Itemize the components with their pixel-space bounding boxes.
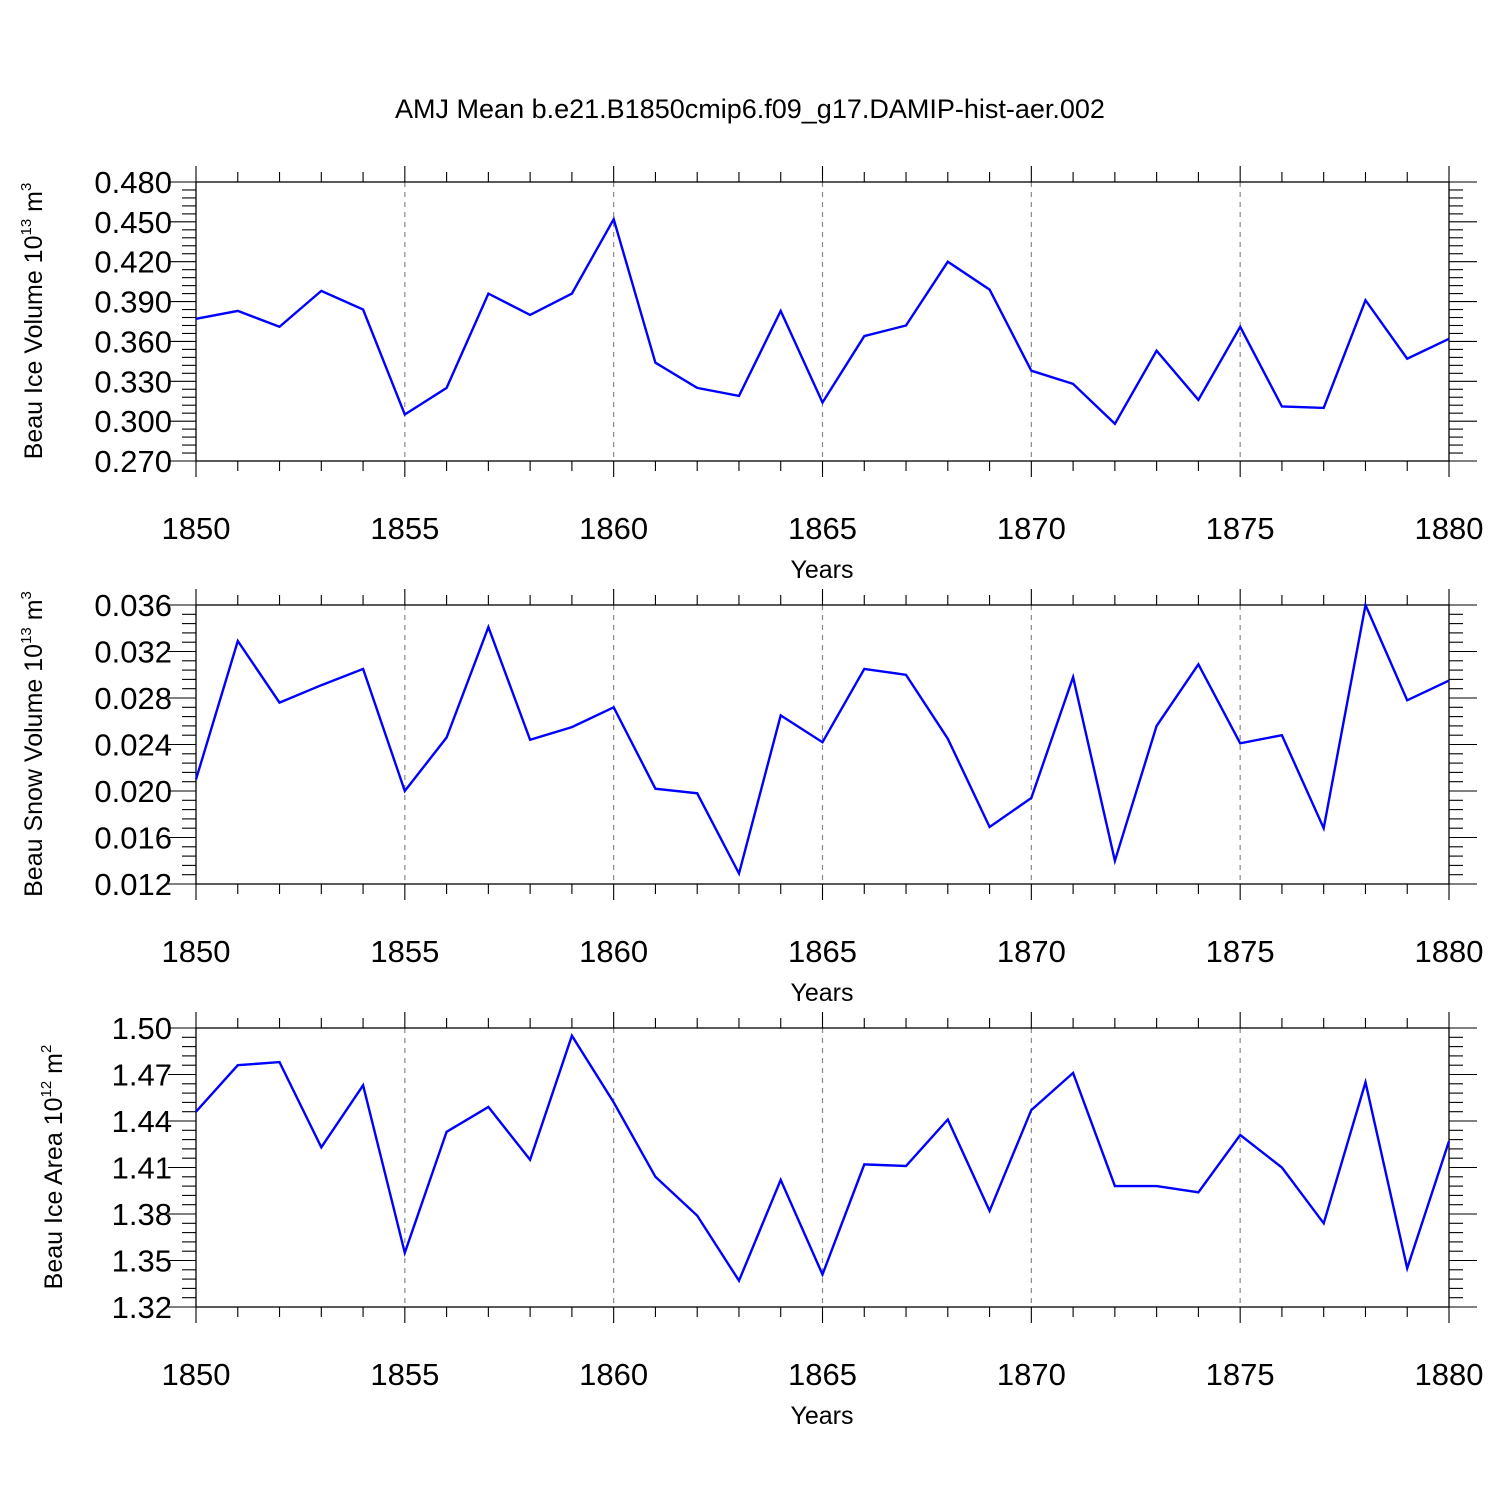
x-tick-label: 1880 [1415,1357,1484,1392]
plot-frame [195,181,1450,462]
x-tick-label: 1875 [1206,934,1275,969]
panel-ice-area: 1.32 1.35 1.38 1.41 1.44 1.47 1.50 1850 1855 186… [38,1011,1483,1430]
y-tick-label: 0.270 [94,444,172,479]
y-tick-label: 0.330 [94,364,172,399]
y-tick-label: 0.360 [94,324,172,359]
y-tick-label: 1.41 [112,1151,172,1186]
series-line [195,1032,1451,1284]
y-tick-label: 1.35 [112,1244,172,1279]
y-tick-label: 0.450 [94,205,172,240]
x-tick-label: 1850 [162,934,231,969]
x-tick-label: 1865 [788,1357,857,1392]
x-tick-label: 1865 [788,934,857,969]
x-tick-label: 1865 [788,511,857,546]
x-tick-label: 1875 [1206,1357,1275,1392]
y-tick-label: 0.390 [94,285,172,320]
y-tick-label: 0.036 [94,588,172,623]
x-tick-label: 1855 [370,1357,439,1392]
y-tick-label: 1.50 [112,1011,172,1046]
panel-snow-volume: 0.012 0.016 0.020 0.024 0.028 0.032 0.036 1850… [18,588,1483,1007]
x-tick-label: 1860 [579,934,648,969]
y-tick-label: 0.028 [94,681,172,716]
chart-title: AMJ Mean b.e21.B1850cmip6.f09_g17.DAMIP-… [395,94,1105,124]
plot-frame [195,604,1450,885]
y-axis-label: Beau Ice Area 1012 m2 [38,1045,68,1290]
series-line [195,216,1450,426]
y-tick-label: 0.480 [94,165,172,200]
x-axis-label: Years [790,1402,853,1430]
y-tick-label: 0.032 [94,635,172,670]
x-tick-label: 1850 [162,1357,231,1392]
y-tick-label: 0.024 [94,728,172,763]
x-tick-label: 1870 [997,511,1066,546]
y-tick-label: 0.300 [94,404,172,439]
x-axis-label: Years [790,979,853,1007]
x-tick-label: 1875 [1206,511,1275,546]
x-tick-label: 1860 [579,1357,648,1392]
y-tick-label: 1.32 [112,1290,172,1325]
y-axis-label: Beau Ice Volume 1013 m3 [18,183,48,460]
x-tick-label: 1870 [997,1357,1066,1392]
series-line [194,600,1450,877]
y-tick-label: 1.38 [112,1197,172,1232]
y-axis-label: Beau Snow Volume 1013 m3 [18,591,48,897]
x-tick-label: 1855 [370,511,439,546]
x-axis-label: Years [790,556,853,584]
x-tick-label: 1880 [1415,934,1484,969]
x-tick-label: 1880 [1415,511,1484,546]
x-tick-label: 1860 [579,511,648,546]
y-tick-label: 0.016 [94,821,172,856]
y-tick-label: 1.44 [112,1104,172,1139]
y-tick-label: 1.47 [112,1058,172,1093]
x-tick-label: 1870 [997,934,1066,969]
panel-ice-volume: 0.270 0.300 0.330 0.360 0.390 0.420 0.450 0.480… [18,165,1483,584]
x-tick-label: 1850 [162,511,231,546]
plot-frame [195,1027,1450,1308]
y-tick-label: 0.012 [94,867,172,902]
y-tick-label: 0.420 [94,245,172,280]
x-tick-label: 1855 [370,934,439,969]
y-tick-label: 0.020 [94,774,172,809]
